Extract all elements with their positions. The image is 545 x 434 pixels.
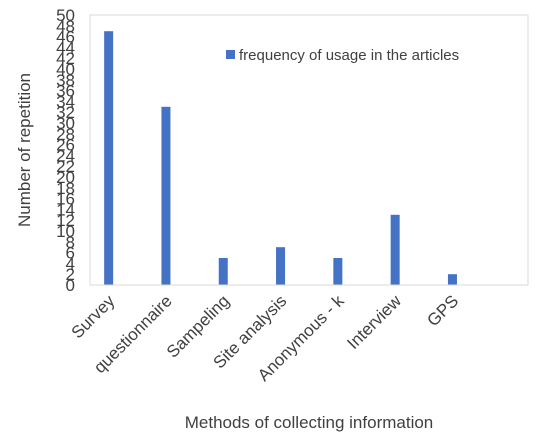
y-tick-label: 38 xyxy=(56,71,75,90)
bar xyxy=(276,247,286,285)
bar xyxy=(161,106,171,285)
y-tick-label: 0 xyxy=(66,276,75,295)
y-tick-label: 8 xyxy=(66,233,75,252)
y-tick-label: 6 xyxy=(66,244,75,263)
y-tick-label: 16 xyxy=(56,190,75,209)
bar xyxy=(390,214,400,285)
y-tick-label: 30 xyxy=(56,114,75,133)
legend-label: frequency of usage in the articles xyxy=(239,47,459,64)
y-tick-label: 46 xyxy=(56,28,75,47)
x-tick-label: Interview xyxy=(343,291,405,353)
y-tick-label: 40 xyxy=(56,60,75,79)
y-tick-label: 36 xyxy=(56,82,75,101)
y-tick-label: 24 xyxy=(56,146,75,165)
y-tick-label: 48 xyxy=(56,17,75,36)
bars xyxy=(104,31,457,286)
legend: frequency of usage in the articles xyxy=(226,47,459,64)
y-tick-label: 14 xyxy=(56,200,75,219)
y-tick-label: 12 xyxy=(56,211,75,230)
x-tick-label: Survey xyxy=(68,291,119,342)
bar xyxy=(104,31,114,286)
bar xyxy=(447,274,457,285)
y-tick-label: 32 xyxy=(56,103,75,122)
y-tick-label: 50 xyxy=(56,6,75,25)
y-tick-label: 18 xyxy=(56,179,75,198)
y-tick-label: 26 xyxy=(56,136,75,155)
y-axis-ticks: 0246810121416182022242628303234363840424… xyxy=(56,6,75,295)
y-tick-label: 4 xyxy=(66,254,75,273)
y-tick-label: 44 xyxy=(56,38,75,57)
y-tick-label: 10 xyxy=(56,222,75,241)
bar xyxy=(333,258,343,285)
y-tick-label: 42 xyxy=(56,49,75,68)
y-tick-label: 20 xyxy=(56,168,75,187)
x-tick-label: GPS xyxy=(423,291,462,330)
bar xyxy=(218,258,228,285)
y-tick-label: 2 xyxy=(66,265,75,284)
y-tick-label: 28 xyxy=(56,125,75,144)
y-tick-label: 22 xyxy=(56,157,75,176)
y-tick-label: 34 xyxy=(56,92,75,111)
legend-swatch xyxy=(226,50,235,59)
y-axis-title: Number of repetition xyxy=(15,73,34,227)
x-axis-title: Methods of collecting information xyxy=(185,413,434,432)
